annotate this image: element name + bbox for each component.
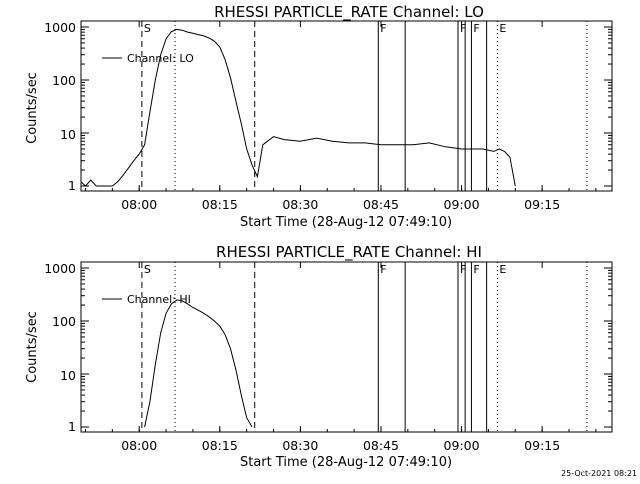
y-tick-label: 1000 bbox=[44, 261, 76, 276]
event-marker-label: E bbox=[499, 263, 506, 276]
y-tick-label: 100 bbox=[52, 73, 76, 88]
event-marker-label: F bbox=[380, 22, 386, 35]
x-tick-label: 08:00 bbox=[121, 197, 157, 212]
y-tick-label: 1 bbox=[68, 419, 76, 434]
x-tick-label: 08:45 bbox=[363, 438, 399, 453]
x-tick-label: 08:30 bbox=[282, 438, 318, 453]
plot-frame bbox=[80, 261, 613, 433]
x-tick-label: 08:45 bbox=[363, 197, 399, 212]
data-series-line bbox=[144, 299, 253, 428]
y-tick-label: 10 bbox=[60, 368, 76, 383]
data-series-line bbox=[80, 28, 516, 187]
x-tick-label: 09:00 bbox=[444, 438, 480, 453]
event-marker-label: F bbox=[460, 22, 466, 35]
event-marker-label: F bbox=[460, 263, 466, 276]
x-tick-label: 08:15 bbox=[202, 438, 238, 453]
chart-title: RHESSI PARTICLE_RATE Channel: LO bbox=[214, 3, 484, 22]
y-axis-label: Counts/sec bbox=[25, 311, 40, 383]
panel-hi: RHESSI PARTICLE_RATE Channel: HI Counts/… bbox=[25, 243, 613, 470]
panel-lo: RHESSI PARTICLE_RATE Channel: LO Counts/… bbox=[25, 3, 613, 230]
event-marker-label: S bbox=[144, 22, 151, 35]
y-tick-label: 100 bbox=[52, 314, 76, 329]
event-marker-label: S bbox=[144, 263, 151, 276]
legend-label: Channel: HI bbox=[127, 293, 191, 306]
chart-title: RHESSI PARTICLE_RATE Channel: HI bbox=[216, 243, 482, 262]
x-tick-label: 09:00 bbox=[444, 197, 480, 212]
y-tick-label: 1000 bbox=[44, 20, 76, 35]
x-tick-label: 09:15 bbox=[524, 438, 560, 453]
y-tick-label: 1 bbox=[68, 178, 76, 193]
event-marker-label: F bbox=[380, 263, 386, 276]
x-tick-label: 08:15 bbox=[202, 197, 238, 212]
event-marker-label: F bbox=[473, 22, 479, 35]
x-axis-label: Start Time (28-Aug-12 07:49:10) bbox=[240, 455, 452, 470]
plot-frame bbox=[80, 20, 613, 192]
event-marker-label: E bbox=[499, 22, 506, 35]
event-marker-label: F bbox=[473, 263, 479, 276]
generation-timestamp: 25-Oct-2021 08:21 bbox=[561, 469, 637, 478]
x-tick-label: 08:00 bbox=[121, 438, 157, 453]
y-axis-label: Counts/sec bbox=[25, 72, 40, 144]
x-tick-label: 08:30 bbox=[282, 197, 318, 212]
x-tick-label: 09:15 bbox=[524, 197, 560, 212]
y-tick-label: 10 bbox=[60, 127, 76, 142]
legend-label: Channel: LO bbox=[127, 52, 194, 65]
x-axis-label: Start Time (28-Aug-12 07:49:10) bbox=[240, 215, 452, 230]
